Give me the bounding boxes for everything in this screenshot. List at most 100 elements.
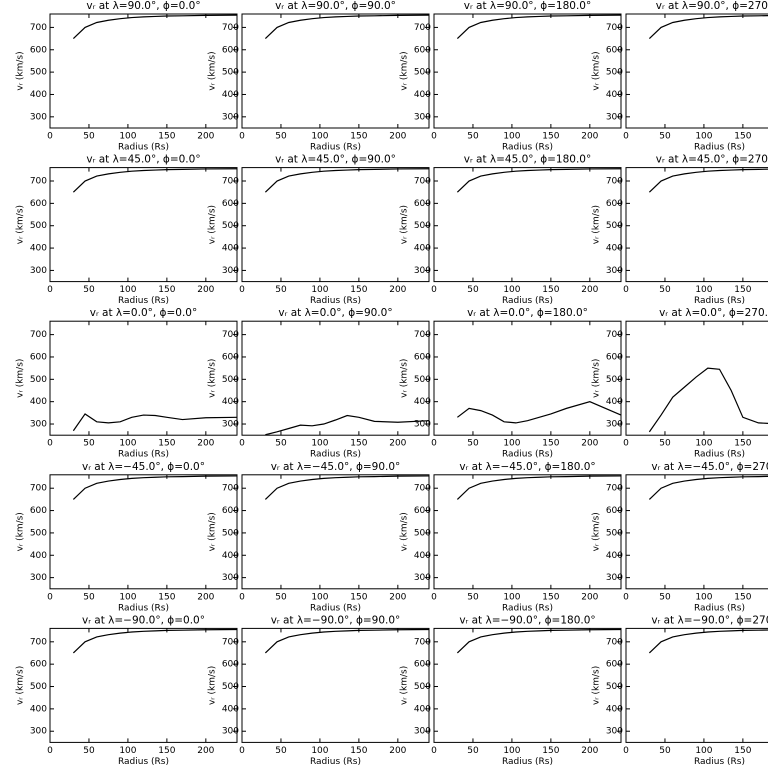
x-tick-label: 100 <box>119 746 136 756</box>
x-axis-label: Radius (Rs) <box>694 143 745 153</box>
panel: vᵣ at λ=90.0°, ϕ=180.0° 0 50 100 150 200 300 40… <box>400 0 622 153</box>
data-line <box>72 168 238 193</box>
y-tick-label: 600 <box>222 45 239 55</box>
y-tick-label: 500 <box>414 682 431 692</box>
y-tick-label: 300 <box>414 573 431 583</box>
y-axis-label: vᵣ (km/s) <box>592 512 602 551</box>
x-tick-label: 0 <box>623 132 629 142</box>
panel-title: vᵣ at λ=−90.0°, ϕ=270.0° <box>651 614 768 626</box>
x-axis-label: Radius (Rs) <box>694 757 745 767</box>
panel-title: vᵣ at λ=0.0°, ϕ=180.0° <box>467 307 588 319</box>
data-line <box>456 628 622 654</box>
y-tick-label: 700 <box>222 484 239 494</box>
y-tick-label: 700 <box>606 177 623 187</box>
y-tick-label: 700 <box>606 330 623 340</box>
panel: vᵣ at λ=0.0°, ϕ=270.0°050100150200300400… <box>592 307 768 460</box>
plot-frame <box>625 167 768 283</box>
x-tick-label: 150 <box>542 439 559 449</box>
y-tick-label: 700 <box>30 23 47 33</box>
y-tick-label: 300 <box>30 727 47 737</box>
data-line <box>264 628 430 654</box>
panel: vᵣ at λ=−45.0°, ϕ=0.0° 0 50 100 150 200 300 400… <box>16 461 238 613</box>
y-tick-label: 400 <box>414 704 431 714</box>
x-tick-label: 150 <box>158 439 175 449</box>
x-tick-label: 0 <box>431 439 437 449</box>
panel-title: vᵣ at λ=45.0°, ϕ=270.0° <box>656 154 768 166</box>
x-tick-label: 100 <box>311 439 328 449</box>
y-axis-label: vᵣ (km/s) <box>208 512 218 551</box>
y-tick-label: 400 <box>414 90 431 100</box>
panel: vᵣ at λ=45.0°, ϕ=270.0°05010015020030040… <box>592 154 768 306</box>
y-tick-label: 400 <box>222 244 239 254</box>
x-axis-label: Radius (Rs) <box>502 603 553 613</box>
data-line <box>648 475 768 500</box>
panel-title: vᵣ at λ=90.0°, ϕ=270.0° <box>656 0 768 12</box>
x-tick-label: 100 <box>503 132 520 142</box>
x-tick-label: 100 <box>695 285 712 295</box>
x-axis-label: Radius (Rs) <box>118 143 169 153</box>
x-tick-label: 50 <box>83 132 95 142</box>
y-tick-label: 300 <box>30 266 47 276</box>
x-tick-label: 150 <box>734 132 751 142</box>
panel: vᵣ at λ=90.0°, ϕ=270.0°05010015020030040… <box>592 0 768 153</box>
x-tick-label: 0 <box>47 285 53 295</box>
x-tick-label: 150 <box>158 132 175 142</box>
panel-title: vᵣ at λ=0.0°, ϕ=0.0° <box>90 307 197 319</box>
x-tick-label: 200 <box>389 132 406 142</box>
y-tick-label: 500 <box>222 221 239 231</box>
y-tick-label: 500 <box>414 375 431 385</box>
data-line <box>648 15 768 40</box>
x-tick-label: 150 <box>158 285 175 295</box>
y-tick-label: 300 <box>414 266 431 276</box>
x-tick-label: 0 <box>239 439 245 449</box>
y-tick-label: 600 <box>414 199 431 209</box>
panel: vᵣ at λ=−90.0°, ϕ=270.0°0501001502003004… <box>592 614 768 767</box>
x-tick-label: 200 <box>389 746 406 756</box>
x-tick-label: 200 <box>389 285 406 295</box>
y-tick-label: 600 <box>606 352 623 362</box>
x-tick-label: 0 <box>239 285 245 295</box>
y-tick-label: 700 <box>30 177 47 187</box>
y-axis-label: vᵣ (km/s) <box>16 666 26 705</box>
y-tick-label: 500 <box>222 68 239 78</box>
x-axis-label: Radius (Rs) <box>310 757 361 767</box>
x-tick-label: 150 <box>542 746 559 756</box>
y-tick-label: 400 <box>30 90 47 100</box>
panel: vᵣ at λ=90.0°, ϕ=90.0° 0 50 100 150 200 300 400… <box>208 0 430 153</box>
x-axis-label: Radius (Rs) <box>694 450 745 460</box>
y-tick-label: 600 <box>414 45 431 55</box>
y-tick-label: 700 <box>606 484 623 494</box>
y-tick-label: 700 <box>414 177 431 187</box>
x-tick-label: 150 <box>734 439 751 449</box>
x-tick-label: 50 <box>467 592 479 602</box>
plot-frame <box>241 320 430 436</box>
y-tick-label: 300 <box>606 112 623 122</box>
plot-frame <box>241 167 430 283</box>
panel: vᵣ at λ=45.0°, ϕ=180.0° 0 50 100 150 200 300 40… <box>400 154 622 306</box>
x-axis-label: Radius (Rs) <box>118 450 169 460</box>
panel: vᵣ at λ=0.0°, ϕ=90.0° 0 50 100 150 200 300 400 5… <box>208 307 430 460</box>
y-axis-label: vᵣ (km/s) <box>400 359 410 398</box>
panel: vᵣ at λ=−45.0°, ϕ=90.0° 0 50 100 150 200 300 40… <box>208 461 430 613</box>
y-tick-label: 300 <box>222 112 239 122</box>
y-tick-label: 300 <box>414 112 431 122</box>
x-tick-label: 150 <box>158 592 175 602</box>
y-tick-label: 600 <box>222 199 239 209</box>
data-line <box>264 475 430 500</box>
y-axis-label: vᵣ (km/s) <box>592 666 602 705</box>
y-tick-label: 400 <box>222 704 239 714</box>
data-line <box>72 475 238 500</box>
x-tick-label: 50 <box>659 132 671 142</box>
y-axis-label: vᵣ (km/s) <box>16 51 26 90</box>
y-tick-label: 700 <box>222 23 239 33</box>
x-tick-label: 0 <box>47 132 53 142</box>
y-tick-label: 400 <box>414 244 431 254</box>
x-tick-label: 200 <box>581 439 598 449</box>
x-axis-label: Radius (Rs) <box>310 603 361 613</box>
y-tick-label: 600 <box>606 660 623 670</box>
x-tick-label: 100 <box>695 439 712 449</box>
y-axis-label: vᵣ (km/s) <box>592 359 602 398</box>
y-tick-label: 300 <box>222 266 239 276</box>
data-line <box>648 367 768 433</box>
y-tick-label: 500 <box>30 528 47 538</box>
